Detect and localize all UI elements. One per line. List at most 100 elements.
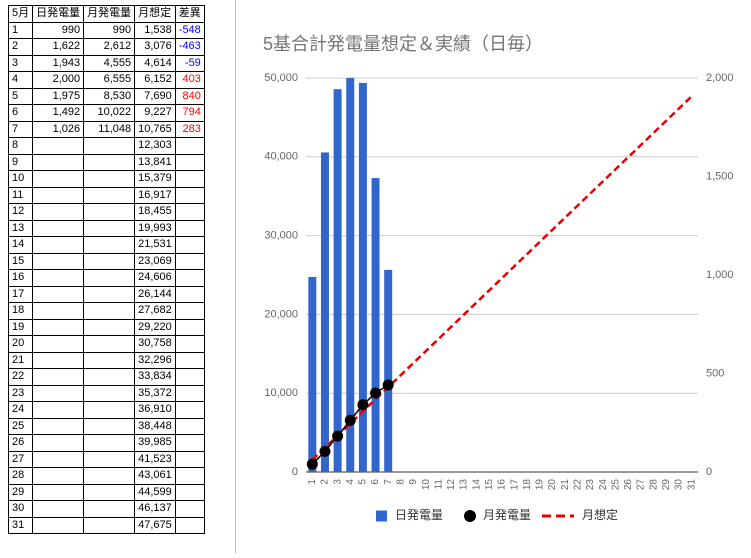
cell[interactable]: 990 — [83, 21, 136, 39]
cell[interactable]: 840 — [174, 87, 205, 105]
cell[interactable] — [174, 302, 205, 320]
cell[interactable]: 1,026 — [32, 120, 85, 138]
cell[interactable] — [32, 186, 85, 204]
cell[interactable] — [83, 401, 136, 419]
cell[interactable]: 18,455 — [134, 203, 176, 221]
cell[interactable] — [174, 186, 205, 204]
cell[interactable]: 283 — [174, 120, 205, 138]
cell[interactable] — [174, 384, 205, 402]
cell[interactable]: 1,538 — [134, 21, 176, 39]
cell[interactable] — [83, 417, 136, 435]
cell[interactable]: 9 — [7, 153, 34, 171]
cell[interactable] — [174, 417, 205, 435]
cell[interactable] — [32, 351, 85, 369]
cell[interactable]: 16,917 — [134, 186, 176, 204]
cell[interactable]: 43,061 — [134, 467, 176, 485]
cell[interactable] — [83, 434, 136, 452]
cell[interactable]: 月発電量 — [83, 5, 136, 23]
cell[interactable] — [83, 467, 136, 485]
cell[interactable]: 794 — [174, 104, 205, 122]
cell[interactable]: 1 — [7, 21, 34, 39]
cell[interactable]: 8 — [7, 137, 34, 155]
cell[interactable]: 1,943 — [32, 54, 85, 72]
cell[interactable]: 12,303 — [134, 137, 176, 155]
cell[interactable]: 11,048 — [83, 120, 136, 138]
cell[interactable]: 月想定 — [134, 5, 176, 23]
cell[interactable]: 31 — [7, 516, 34, 534]
cell[interactable]: 6,555 — [83, 71, 136, 89]
cell[interactable] — [32, 434, 85, 452]
cell[interactable]: 2,612 — [83, 38, 136, 56]
cell[interactable]: 32,296 — [134, 351, 176, 369]
cell[interactable]: 24 — [7, 401, 34, 419]
cell[interactable]: 21,531 — [134, 236, 176, 254]
cell[interactable]: 24,606 — [134, 269, 176, 287]
cell[interactable] — [83, 252, 136, 270]
cell[interactable] — [83, 384, 136, 402]
cell[interactable]: -548 — [174, 21, 205, 39]
cell[interactable] — [174, 401, 205, 419]
cell[interactable] — [83, 335, 136, 353]
cell[interactable] — [32, 401, 85, 419]
cell[interactable]: 33,834 — [134, 368, 176, 386]
cell[interactable] — [32, 269, 85, 287]
cell[interactable] — [32, 368, 85, 386]
cell[interactable] — [174, 500, 205, 518]
cell[interactable] — [174, 269, 205, 287]
cell[interactable] — [174, 450, 205, 468]
cell[interactable]: 25 — [7, 417, 34, 435]
cell[interactable] — [174, 368, 205, 386]
cell[interactable]: 3,076 — [134, 38, 176, 56]
cell[interactable]: 2,000 — [32, 71, 85, 89]
cell[interactable]: 44,599 — [134, 483, 176, 501]
cell[interactable] — [32, 417, 85, 435]
cell[interactable]: 13,841 — [134, 153, 176, 171]
cell[interactable] — [83, 153, 136, 171]
cell[interactable] — [174, 137, 205, 155]
cell[interactable] — [83, 500, 136, 518]
cell[interactable]: 5月 — [7, 5, 34, 23]
cell[interactable] — [174, 170, 205, 188]
cell[interactable] — [174, 335, 205, 353]
cell[interactable] — [32, 236, 85, 254]
cell[interactable] — [174, 285, 205, 303]
cell[interactable]: 19 — [7, 318, 34, 336]
cell[interactable]: 5 — [7, 87, 34, 105]
cell[interactable]: 4 — [7, 71, 34, 89]
cell[interactable] — [83, 368, 136, 386]
cell[interactable]: 47,675 — [134, 516, 176, 534]
cell[interactable]: -463 — [174, 38, 205, 56]
cell[interactable] — [32, 137, 85, 155]
cell[interactable] — [174, 318, 205, 336]
cell[interactable] — [83, 351, 136, 369]
cell[interactable]: 7,690 — [134, 87, 176, 105]
cell[interactable]: 27 — [7, 450, 34, 468]
cell[interactable]: 38,448 — [134, 417, 176, 435]
cell[interactable]: 23 — [7, 384, 34, 402]
cell[interactable] — [174, 351, 205, 369]
cell[interactable]: 12 — [7, 203, 34, 221]
cell[interactable] — [32, 318, 85, 336]
cell[interactable] — [174, 467, 205, 485]
cell[interactable]: 1,975 — [32, 87, 85, 105]
cell[interactable] — [32, 219, 85, 237]
cell[interactable] — [32, 335, 85, 353]
cell[interactable]: 21 — [7, 351, 34, 369]
cell[interactable]: 11 — [7, 186, 34, 204]
cell[interactable]: 26,144 — [134, 285, 176, 303]
cell[interactable]: 17 — [7, 285, 34, 303]
cell[interactable]: 7 — [7, 120, 34, 138]
cell[interactable] — [83, 203, 136, 221]
cell[interactable]: 35,372 — [134, 384, 176, 402]
cell[interactable] — [83, 269, 136, 287]
cell[interactable]: 29 — [7, 483, 34, 501]
cell[interactable] — [32, 170, 85, 188]
cell[interactable] — [174, 434, 205, 452]
cell[interactable]: 15 — [7, 252, 34, 270]
cell[interactable]: 1,622 — [32, 38, 85, 56]
cell[interactable] — [32, 203, 85, 221]
cell[interactable]: 4,555 — [83, 54, 136, 72]
cell[interactable] — [32, 285, 85, 303]
cell[interactable] — [32, 483, 85, 501]
cell[interactable] — [83, 186, 136, 204]
